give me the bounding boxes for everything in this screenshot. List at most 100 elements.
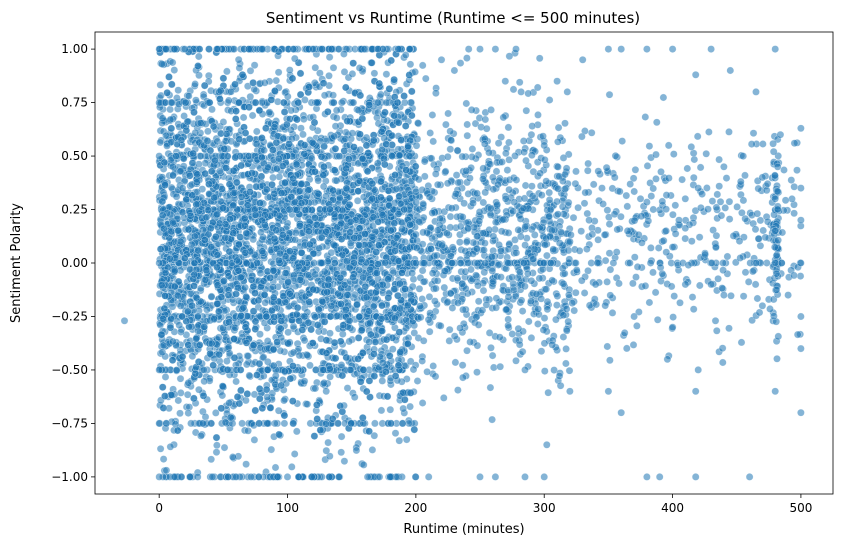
data-point <box>194 358 203 366</box>
data-point <box>256 199 264 207</box>
data-point <box>329 98 338 107</box>
data-point <box>289 45 298 53</box>
data-point <box>375 79 384 88</box>
data-point <box>287 106 295 115</box>
data-point <box>383 392 392 401</box>
data-point <box>344 155 353 163</box>
data-point <box>168 58 177 67</box>
data-point <box>355 177 364 185</box>
data-point <box>215 350 223 359</box>
data-point <box>363 246 371 255</box>
data-point <box>289 362 297 370</box>
data-point <box>238 419 246 428</box>
data-point <box>399 404 408 413</box>
data-point <box>167 183 176 192</box>
data-point <box>324 275 333 284</box>
data-point <box>199 419 207 428</box>
data-point <box>215 307 223 316</box>
data-point <box>210 193 218 202</box>
data-point <box>162 419 171 428</box>
data-point <box>241 283 249 292</box>
data-point <box>330 132 339 141</box>
data-point <box>271 371 280 380</box>
data-point <box>329 91 337 99</box>
data-point <box>190 394 198 403</box>
data-point <box>296 90 305 99</box>
data-point <box>255 419 263 428</box>
data-point <box>166 442 175 451</box>
data-point <box>230 335 238 343</box>
data-point <box>267 96 276 104</box>
data-point <box>223 152 232 161</box>
data-point <box>169 218 177 227</box>
data-point <box>196 119 205 127</box>
data-point <box>230 188 239 197</box>
data-point <box>320 379 328 387</box>
data-point <box>352 446 361 455</box>
data-point <box>406 389 415 397</box>
data-point <box>246 188 254 196</box>
data-point <box>165 73 173 81</box>
data-point <box>267 445 276 454</box>
data-point <box>402 324 411 333</box>
data-point <box>158 197 167 206</box>
data-point <box>387 419 395 428</box>
data-point <box>393 98 402 107</box>
data-point <box>257 172 266 181</box>
data-point <box>342 353 351 362</box>
data-point <box>184 409 193 417</box>
data-point <box>245 371 254 380</box>
data-point <box>174 86 182 94</box>
data-point <box>254 296 263 305</box>
data-point <box>409 365 418 374</box>
data-point <box>408 282 417 291</box>
data-point <box>356 377 365 386</box>
data-point <box>315 244 324 252</box>
data-point <box>263 337 272 345</box>
data-point <box>330 241 339 250</box>
data-point <box>355 224 364 233</box>
data-point <box>299 130 307 139</box>
data-point <box>248 111 257 120</box>
data-point <box>166 105 174 114</box>
data-point <box>395 436 404 445</box>
data-point <box>280 419 289 428</box>
data-point <box>319 182 328 191</box>
data-point <box>181 98 190 107</box>
data-point <box>231 153 240 162</box>
data-point <box>322 446 331 455</box>
data-point <box>201 413 210 421</box>
data-point <box>186 473 194 481</box>
data-point <box>262 385 271 394</box>
data-point <box>313 321 322 329</box>
data-point <box>363 167 372 176</box>
data-point <box>306 240 314 249</box>
data-point <box>394 257 403 265</box>
data-point <box>402 435 411 444</box>
data-point <box>244 426 252 435</box>
data-point <box>382 335 391 344</box>
data-point <box>405 152 414 160</box>
data-point <box>405 71 414 79</box>
data-point <box>332 176 341 185</box>
data-point <box>156 444 165 453</box>
data-points <box>120 45 805 481</box>
data-point <box>357 255 366 264</box>
data-point <box>217 404 226 413</box>
data-point <box>231 323 240 332</box>
data-point <box>385 351 394 360</box>
data-point <box>287 463 296 471</box>
data-point <box>390 111 399 120</box>
data-point <box>161 291 169 300</box>
data-point <box>341 83 350 92</box>
data-point <box>296 276 305 284</box>
data-point <box>260 291 269 299</box>
data-point <box>190 270 199 279</box>
data-point <box>190 232 199 241</box>
data-point <box>208 272 217 281</box>
data-point <box>182 195 191 204</box>
data-point <box>229 229 237 237</box>
data-point <box>310 118 319 127</box>
data-point <box>314 305 323 314</box>
data-point <box>158 114 167 123</box>
